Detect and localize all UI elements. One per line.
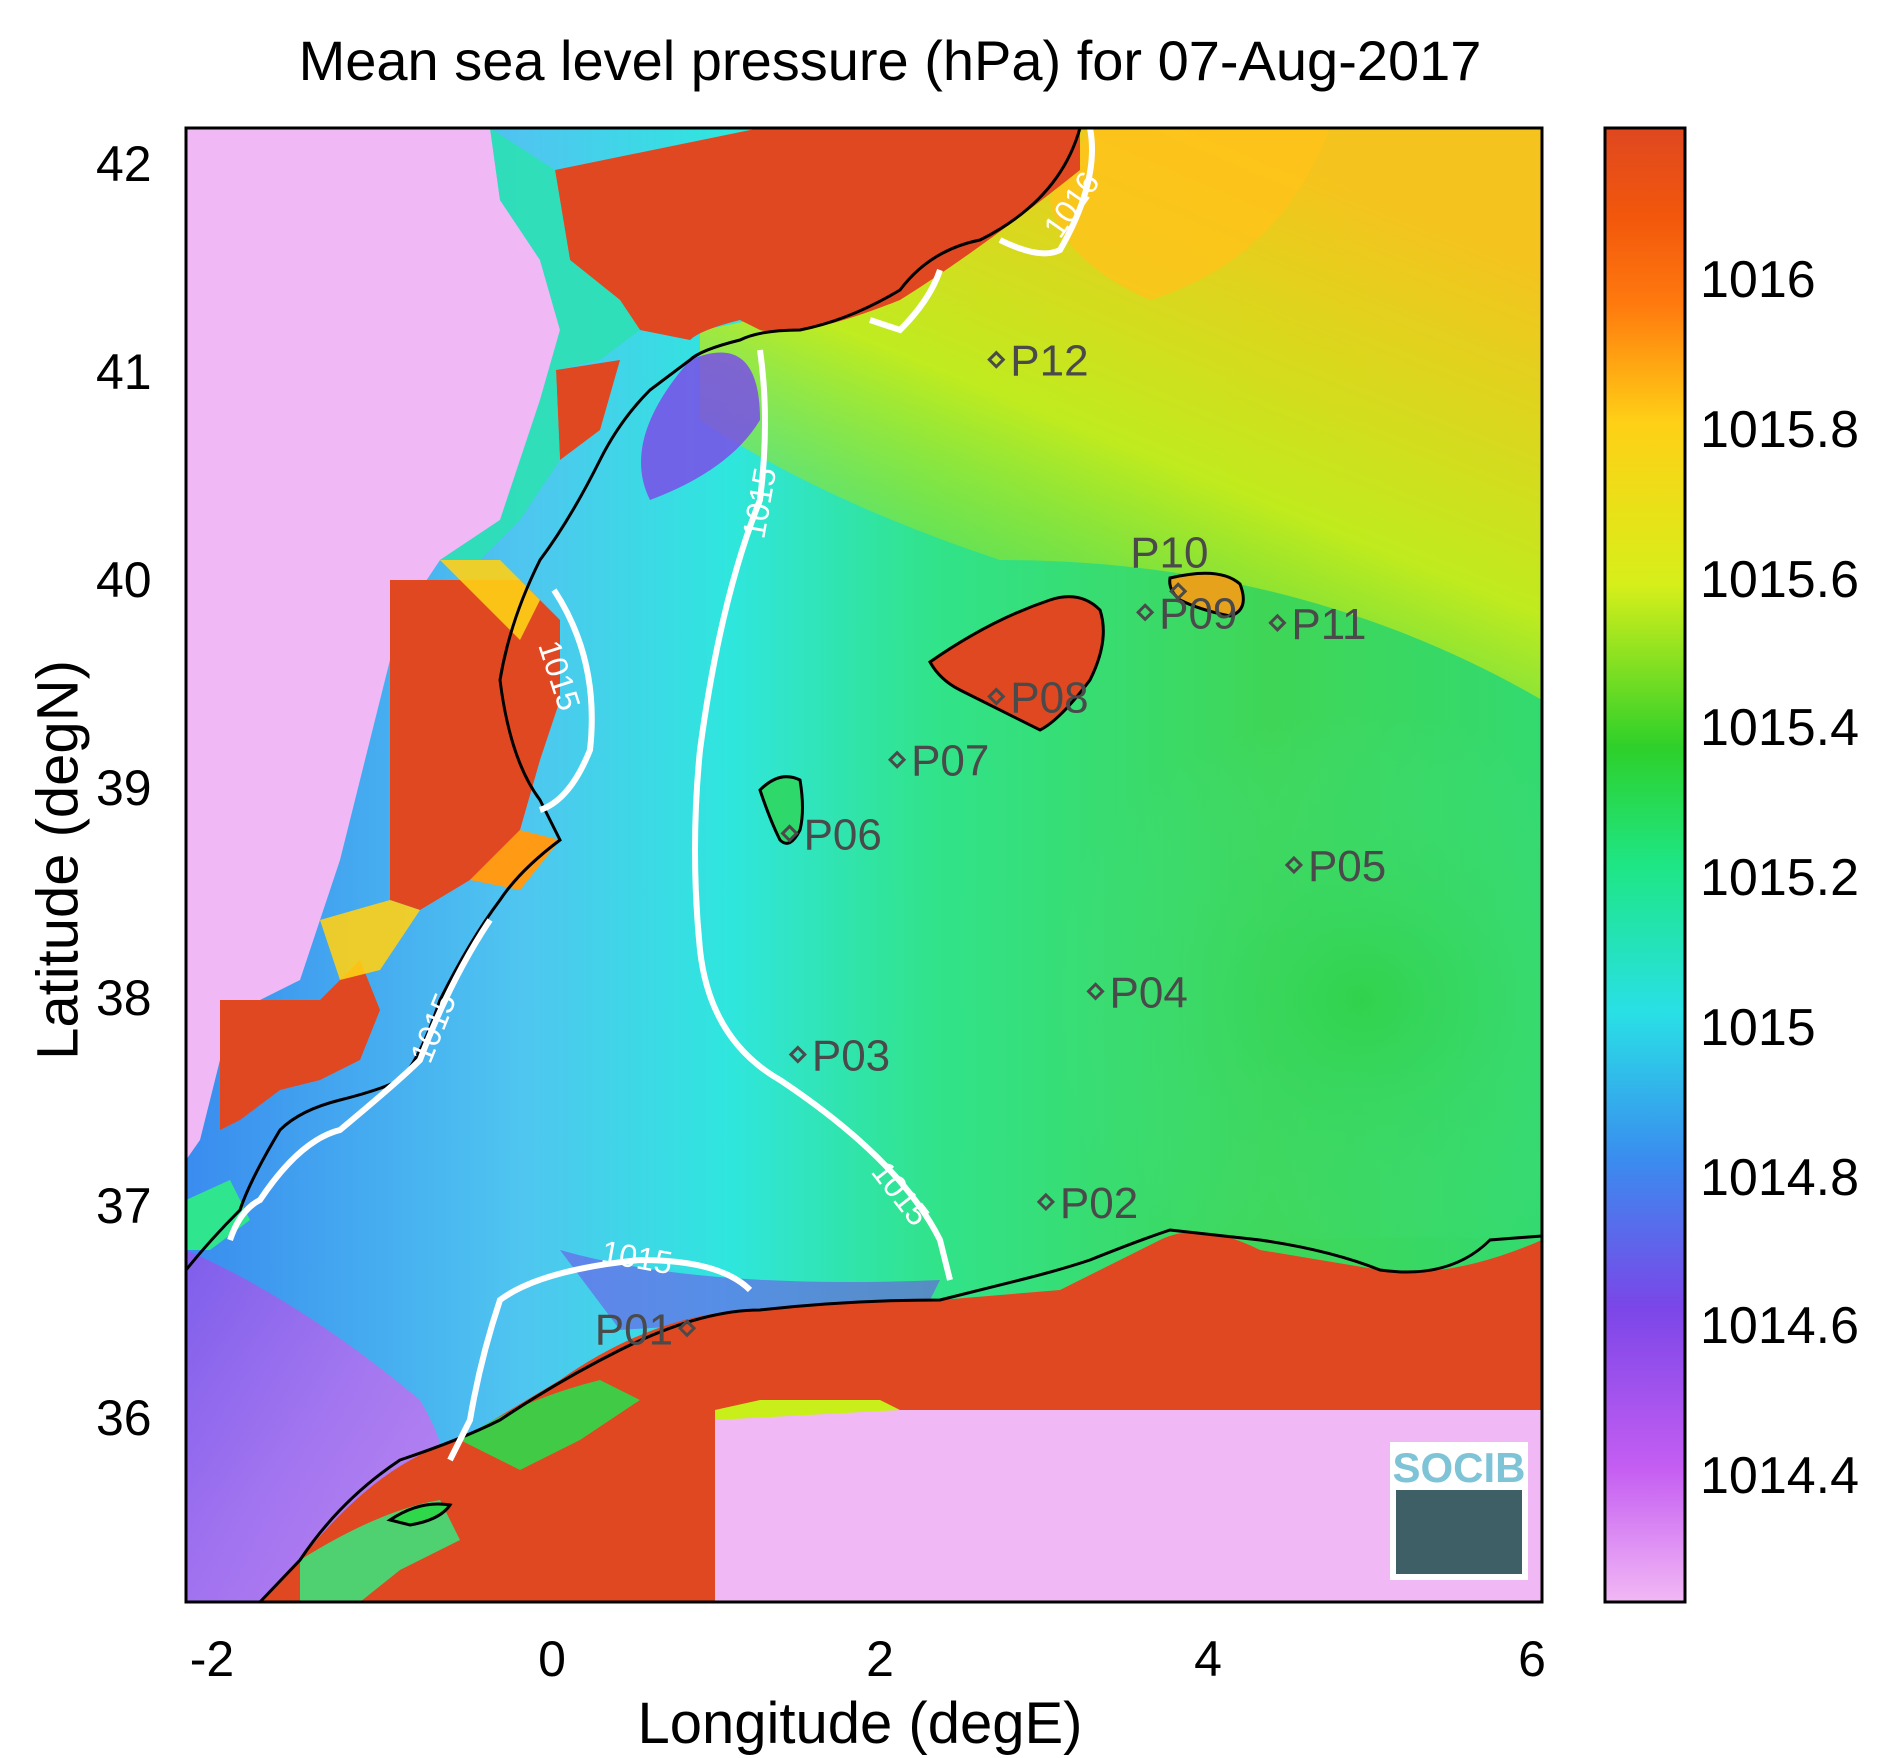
pressure-field: 1015 1015 1015 1015 1015 1016 SOCIB P01P… [186,128,1542,1602]
station-marker [887,750,907,769]
colorbar-tick-label: 1014.4 [1700,1447,1860,1505]
station-label: P07 [911,737,989,786]
x-tick-label: 2 [866,1631,894,1687]
station-marker [1268,613,1287,632]
station-label: P05 [1308,842,1386,891]
y-tick-label: 36 [96,1390,152,1446]
x-tick-label: -2 [189,1631,235,1687]
station-label: P09 [1159,589,1237,638]
station-label: P02 [1060,1179,1138,1228]
colorbar-tick-label: 1015.8 [1700,401,1860,459]
y-tick-label: 37 [96,1178,152,1234]
station-label: P06 [804,810,882,859]
station-label: P12 [1010,337,1088,386]
colorbar-tick-label: 1014.8 [1700,1149,1860,1207]
station-marker [788,1045,807,1064]
station-label: P08 [1010,674,1088,723]
station-label: P03 [812,1032,890,1081]
station-label: P04 [1110,968,1188,1017]
y-tick-label: 42 [96,136,152,192]
x-tick-label: 0 [538,1631,566,1687]
socib-logo: SOCIB [1390,1442,1528,1580]
y-tick-label: 40 [96,552,152,608]
station-label: P01 [595,1305,673,1354]
station-marker [1284,855,1304,875]
colorbar [1603,126,1687,1604]
station-marker [780,824,799,843]
y-tick-label: 38 [96,970,152,1026]
colorbar-tick-label: 1015.4 [1700,699,1860,757]
y-axis-label: Latitude (degN) [25,660,91,1060]
station-markers: P01 P02 P03 P04 P05 P06 P07 P08 P09 P10 P11 P12 [595,337,1386,1355]
station-marker [1135,603,1155,622]
chart-title: Mean sea level pressure (hPa) for 07-Aug… [298,29,1482,92]
colorbar-tick-label: 1015.2 [1700,849,1860,907]
x-tick-label: 4 [1194,1631,1222,1687]
y-tick-label: 41 [96,344,152,400]
colorbar-tick-label: 1015 [1700,999,1816,1057]
station-marker [677,1319,697,1338]
colorbar-tick-label: 1014.6 [1700,1297,1860,1355]
y-tick-label: 39 [96,760,152,816]
station-marker [1036,1192,1056,1212]
station-label: P10 [1130,528,1208,577]
station-marker [1086,982,1105,1001]
station-marker [987,350,1006,369]
colorbar-tick-label: 1015.6 [1700,551,1860,609]
svg-text:SOCIB: SOCIB [1392,1444,1525,1491]
station-label: P11 [1291,600,1366,649]
plot-frame [184,126,1544,1604]
colorbar-tick-label: 1016 [1700,251,1816,309]
station-marker [987,687,1006,706]
station-marker [1169,582,1188,601]
x-tick-label: 6 [1518,1631,1546,1687]
x-axis-label: Longitude (degE) [637,1691,1083,1756]
